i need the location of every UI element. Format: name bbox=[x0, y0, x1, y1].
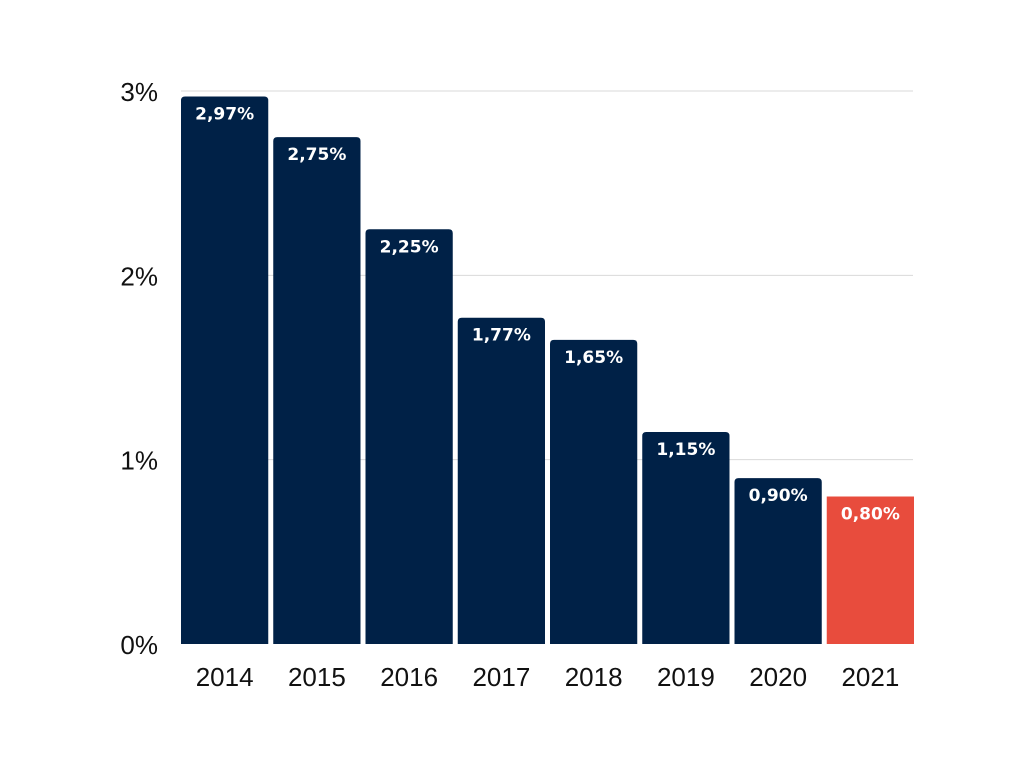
data-label-2017: 1,77% bbox=[472, 326, 531, 346]
y-tick-label: 2% bbox=[120, 261, 158, 291]
data-labels: 2,97% 2,75% 2,25% 1,77% 1,65% 1,15% 0,90% 0,80% bbox=[195, 105, 900, 525]
x-tick-label: 2014 bbox=[196, 662, 254, 692]
bar-2015 bbox=[273, 137, 361, 645]
x-tick-label: 2019 bbox=[657, 662, 715, 692]
data-label-2021: 0,80% bbox=[841, 505, 900, 525]
bar-2020 bbox=[734, 478, 822, 644]
data-label-2014: 2,97% bbox=[195, 105, 254, 125]
data-label-2015: 2,75% bbox=[287, 145, 346, 165]
x-tick-label: 2016 bbox=[380, 662, 438, 692]
x-axis: 2014 2015 2016 2017 2018 2019 2020 2021 bbox=[196, 662, 900, 692]
y-axis: 0% 1% 2% 3% bbox=[120, 77, 158, 660]
bar-2018 bbox=[550, 339, 638, 644]
x-tick-label: 2021 bbox=[841, 662, 899, 692]
data-label-2020: 0,90% bbox=[749, 486, 808, 506]
data-label-2016: 2,25% bbox=[380, 237, 439, 257]
data-label-2018: 1,65% bbox=[564, 348, 623, 368]
x-tick-label: 2018 bbox=[565, 662, 623, 692]
x-tick-label: 2020 bbox=[749, 662, 807, 692]
bar-2017 bbox=[457, 317, 545, 644]
bars bbox=[181, 96, 914, 645]
bar-2014 bbox=[181, 96, 269, 644]
bar-2016 bbox=[365, 229, 453, 644]
y-tick-label: 3% bbox=[120, 77, 158, 107]
y-tick-label: 1% bbox=[120, 446, 158, 476]
bar-2021 bbox=[826, 496, 914, 644]
y-tick-label: 0% bbox=[120, 630, 158, 660]
data-label-2019: 1,15% bbox=[656, 440, 715, 460]
bar-2019 bbox=[642, 432, 730, 644]
x-tick-label: 2017 bbox=[472, 662, 530, 692]
x-tick-label: 2015 bbox=[288, 662, 346, 692]
